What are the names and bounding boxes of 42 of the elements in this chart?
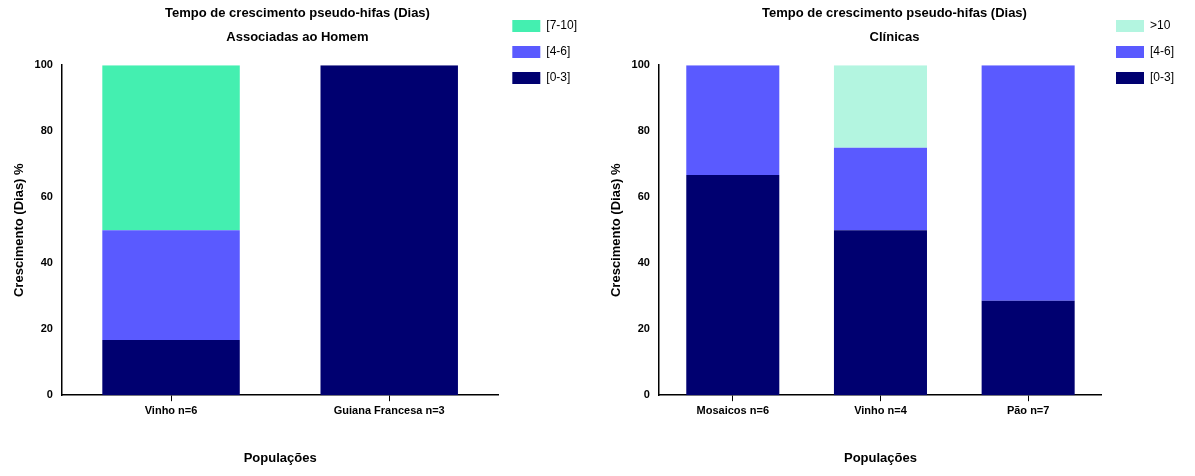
y-axis-title: Crescimento (Dias) % (11, 162, 27, 298)
bar (833, 65, 927, 148)
y-tick-label: 60 (637, 190, 650, 203)
y-tick-label: 100 (34, 58, 53, 71)
bar (102, 230, 240, 341)
y-tick-label: 80 (40, 124, 53, 137)
y-tick-label: 0 (46, 388, 53, 401)
legend-label: [4-6] (1149, 44, 1174, 59)
y-tick-label: 20 (637, 322, 650, 335)
y-tick-label: 20 (40, 322, 53, 335)
bar (981, 65, 1075, 301)
legend-label: [0-3] (546, 70, 571, 85)
chart-subtitle: Associadas ao Homem (226, 28, 369, 44)
legend-label: [4-6] (546, 44, 571, 59)
legend-label: [0-3] (1149, 70, 1174, 85)
x-axis-title: Populações (843, 449, 917, 465)
x-axis-title: Populações (243, 449, 317, 465)
y-tick-label: 0 (643, 388, 650, 401)
y-tick-label: 40 (637, 256, 650, 269)
bar (320, 65, 458, 396)
y-tick-label: 100 (631, 58, 650, 71)
bar (102, 65, 240, 231)
y-tick-label: 40 (40, 256, 53, 269)
y-tick-label: 80 (637, 124, 650, 137)
legend-label: >10 (1149, 18, 1171, 33)
chart-title: Tempo de crescimento pseudo-hifas (Dias) (165, 5, 430, 21)
x-tick-label: Vinho n=6 (144, 403, 198, 416)
x-tick-label: Guiana Francesa n=3 (333, 403, 445, 416)
chart-title: Tempo de crescimento pseudo-hifas (Dias) (762, 5, 1027, 21)
y-axis-title: Crescimento (Dias) % (608, 162, 624, 298)
bar (833, 230, 927, 396)
legend-label: [7-10] (546, 18, 577, 33)
bar (981, 300, 1075, 396)
x-tick-label: Vinho n=4 (854, 403, 908, 416)
bar (686, 65, 780, 176)
chart-subtitle: Clínicas (869, 28, 920, 44)
bar (102, 340, 240, 396)
x-tick-label: Pão n=7 (1006, 403, 1050, 416)
bar (833, 147, 927, 231)
y-tick-label: 60 (40, 190, 53, 203)
bar (686, 175, 780, 396)
x-tick-label: Mosaicos n=6 (696, 403, 770, 416)
